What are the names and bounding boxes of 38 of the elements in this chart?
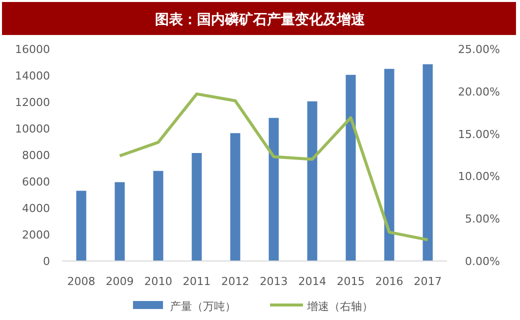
bar: [384, 68, 394, 261]
y2-tick-label: 15.00%: [458, 128, 500, 141]
y-tick-label: 10000: [15, 122, 50, 136]
bar: [230, 133, 240, 261]
x-tick-label: 2016: [375, 275, 404, 288]
y2-tick-label: 0.00%: [465, 255, 500, 268]
x-tick-label: 2015: [336, 275, 365, 288]
y-tick-label: 0: [43, 255, 50, 268]
x-tick-label: 2013: [260, 275, 288, 288]
y2-tick-label: 5.00%: [465, 212, 500, 226]
x-tick-label: 2011: [182, 275, 211, 288]
bar: [114, 182, 125, 261]
bar: [307, 101, 318, 261]
bar: [346, 74, 356, 261]
x-tick-label: 2009: [106, 275, 134, 288]
x-tick-label: 2012: [221, 275, 250, 288]
bar: [76, 190, 86, 261]
y2-tick-label: 10.00%: [458, 170, 500, 184]
x-tick-label: 2017: [414, 275, 442, 288]
y2-tick-label: 20.00%: [458, 85, 500, 98]
y-tick-label: 14000: [15, 70, 50, 82]
y-tick-label: 6000: [22, 176, 50, 188]
y-tick-label: 8000: [22, 149, 50, 162]
y-tick-label: 12000: [15, 96, 50, 109]
y2-tick-label: 25.00%: [458, 43, 500, 56]
y-tick-label: 4000: [22, 202, 50, 215]
chart-title: 图表：国内磷矿石产量变化及增速: [155, 11, 366, 28]
bar: [153, 170, 164, 261]
y-tick-label: 2000: [22, 228, 50, 242]
bar: [192, 153, 202, 261]
bar: [268, 118, 279, 261]
x-tick-label: 2010: [144, 275, 172, 288]
legend-label: 产量（万吨）: [170, 300, 236, 313]
legend-label: 增速（右轴）: [306, 300, 373, 313]
y-tick-label: 16000: [15, 43, 50, 56]
x-tick-label: 2014: [298, 275, 326, 288]
bar: [422, 64, 433, 261]
x-tick-label: 2008: [67, 275, 96, 288]
